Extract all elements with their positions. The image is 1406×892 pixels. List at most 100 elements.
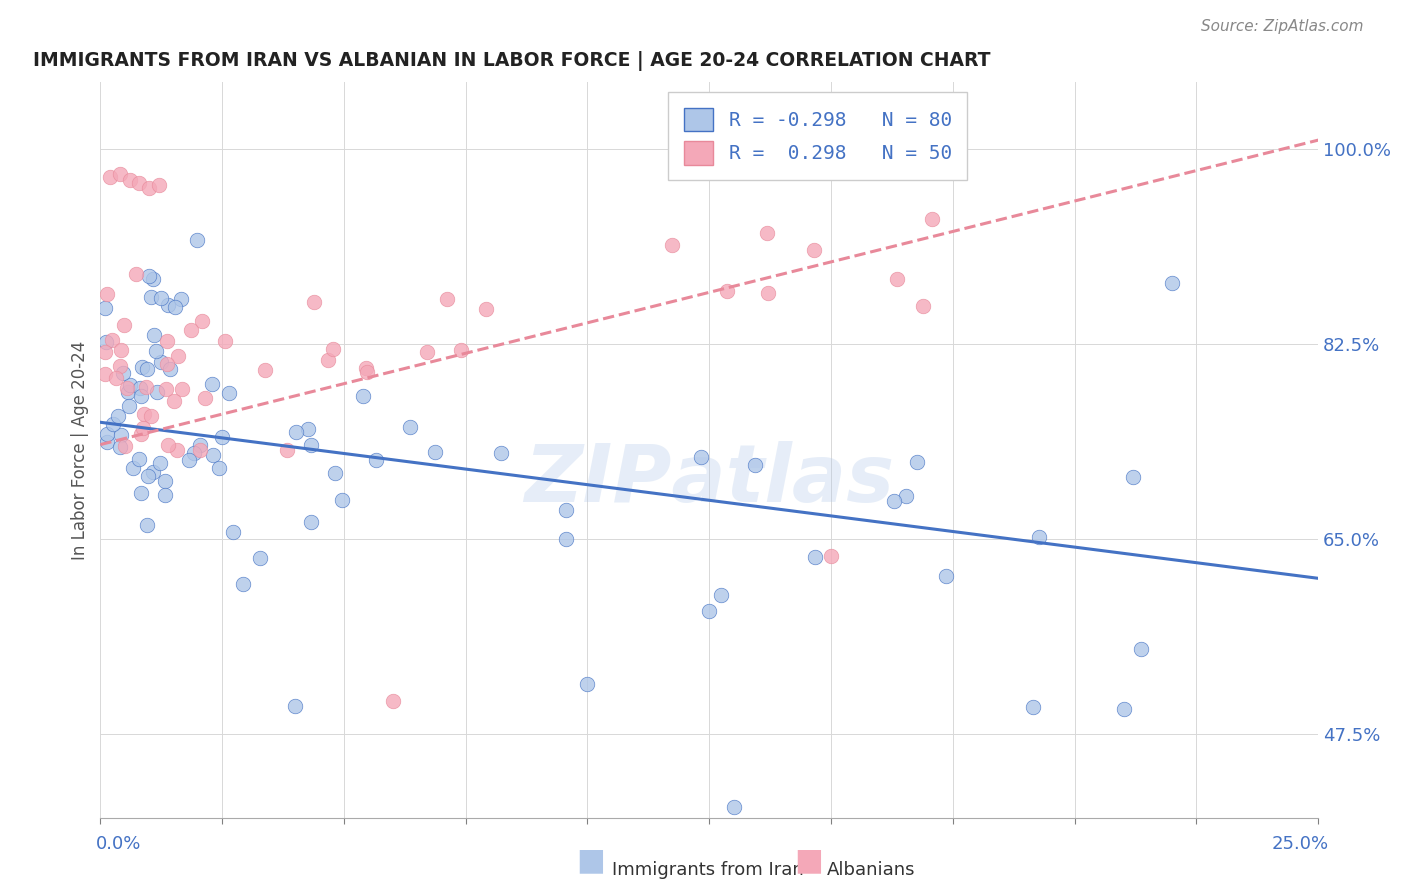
Point: [322, 342, 344, 356]
Point: [302, 294, 325, 309]
Point: [202, 448, 225, 462]
Point: [1022, 699, 1045, 714]
Point: [101, 333, 124, 347]
Point: [138, 469, 160, 483]
Point: [744, 458, 766, 472]
Point: [114, 439, 136, 453]
Point: [423, 445, 446, 459]
Point: [131, 359, 153, 374]
Point: [146, 385, 169, 400]
Point: [110, 440, 132, 454]
Point: [129, 486, 152, 500]
Point: [356, 365, 378, 379]
Point: [935, 569, 957, 583]
Point: [416, 345, 439, 359]
Point: [554, 532, 576, 546]
Point: [157, 298, 180, 312]
Point: [1028, 530, 1050, 544]
Point: [138, 269, 160, 284]
Point: [129, 381, 152, 395]
Point: [94, 301, 117, 315]
Point: [364, 452, 387, 467]
Point: [191, 314, 214, 328]
Point: [180, 323, 202, 337]
Point: [297, 422, 319, 436]
Point: [155, 382, 177, 396]
Point: [756, 226, 779, 240]
Point: [710, 588, 733, 602]
Point: [399, 420, 422, 434]
Point: [905, 455, 928, 469]
Point: [188, 443, 211, 458]
Point: [128, 176, 150, 190]
Point: [118, 400, 141, 414]
Point: [96, 434, 118, 449]
Point: [820, 549, 842, 563]
Point: [921, 212, 943, 227]
Text: Immigrants from Iran: Immigrants from Iran: [612, 861, 803, 879]
Point: [148, 178, 170, 192]
Point: [214, 334, 236, 348]
Point: [450, 343, 472, 357]
Point: [138, 181, 160, 195]
Point: [110, 343, 132, 357]
Point: [186, 233, 208, 247]
Point: [156, 438, 179, 452]
Point: [436, 292, 458, 306]
Point: [94, 344, 117, 359]
Text: ■: ■: [794, 847, 823, 876]
Point: [148, 456, 170, 470]
Point: [110, 428, 132, 442]
Point: [254, 363, 277, 377]
Point: [194, 391, 217, 405]
Point: [142, 465, 165, 479]
Point: [122, 460, 145, 475]
Text: Source: ZipAtlas.com: Source: ZipAtlas.com: [1201, 20, 1364, 34]
Point: [132, 421, 155, 435]
Point: [107, 409, 129, 424]
Point: [136, 518, 159, 533]
Point: [136, 361, 159, 376]
Point: [104, 371, 127, 385]
Point: [163, 300, 186, 314]
Point: [177, 453, 200, 467]
Point: [124, 267, 146, 281]
Point: [883, 493, 905, 508]
Point: [166, 443, 188, 458]
Point: [1130, 641, 1153, 656]
Point: [316, 352, 339, 367]
Point: [188, 438, 211, 452]
Point: [491, 446, 513, 460]
Point: [129, 426, 152, 441]
Point: [276, 443, 298, 458]
Point: [284, 699, 307, 714]
Point: [112, 366, 135, 380]
Point: [118, 173, 141, 187]
Point: [232, 576, 254, 591]
Point: [135, 380, 157, 394]
Point: [141, 409, 163, 423]
Point: [576, 677, 599, 691]
Point: [155, 357, 177, 371]
Point: [218, 385, 240, 400]
Point: [690, 450, 713, 464]
Point: [804, 550, 827, 565]
Point: [134, 407, 156, 421]
Point: [183, 445, 205, 459]
Point: [723, 799, 745, 814]
Point: [94, 367, 117, 381]
Text: ZIP​atlas: ZIP​atlas: [524, 441, 894, 518]
Point: [98, 170, 121, 185]
Point: [150, 355, 173, 369]
Point: [285, 425, 308, 439]
Text: IMMIGRANTS FROM IRAN VS ALBANIAN IN LABOR FORCE | AGE 20-24 CORRELATION CHART: IMMIGRANTS FROM IRAN VS ALBANIAN IN LABO…: [34, 51, 991, 70]
Point: [299, 438, 322, 452]
Point: [249, 551, 271, 566]
Point: [894, 489, 917, 503]
Point: [381, 694, 404, 708]
Point: [211, 430, 233, 444]
Point: [201, 376, 224, 391]
Text: ■: ■: [576, 847, 605, 876]
Point: [112, 318, 135, 332]
Point: [96, 427, 118, 442]
